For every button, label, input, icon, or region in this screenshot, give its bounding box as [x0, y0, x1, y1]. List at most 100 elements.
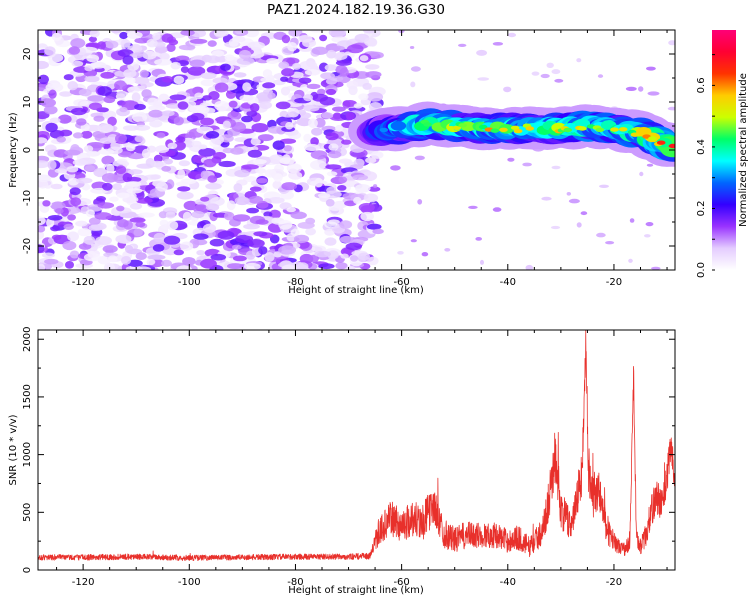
spectrogram-cell — [51, 234, 62, 240]
spectrogram-cell — [194, 92, 204, 100]
spectrogram-cell — [153, 102, 163, 108]
spectrogram-cell — [244, 30, 260, 38]
spectrogram-cell — [246, 207, 259, 214]
spectrogram-cell — [93, 115, 105, 122]
spectrogram-cell — [522, 162, 532, 167]
spectrogram-cell — [234, 30, 245, 35]
spectrogram-cell — [335, 60, 352, 66]
spectrogram-cell — [243, 223, 260, 230]
spectrogram-cell — [243, 262, 261, 270]
spectrogram-cell — [646, 66, 656, 71]
spectrogram-cell — [250, 103, 260, 113]
spectrogram-cell — [81, 130, 93, 139]
spectrogram-cell — [303, 133, 312, 143]
spectrogram-cell — [232, 214, 251, 222]
spectrogram-cell — [298, 77, 312, 84]
spectrogram-cell — [290, 228, 300, 236]
spectrogram-frame — [37, 29, 676, 271]
spectrogram-cell — [139, 69, 149, 78]
spectrogram-cell — [180, 241, 194, 251]
spectrogram-axes: -120 -100 -80 -60 -40 -20 20 10 0 -10 -20 — [22, 29, 675, 288]
spectrogram-cell — [177, 101, 189, 110]
spectrogram-cell — [335, 262, 348, 270]
spectrogram-cell — [156, 132, 166, 139]
spectrogram-cell — [90, 61, 107, 69]
spectrogram-cell — [133, 228, 143, 237]
spectrogram-cell — [325, 78, 338, 85]
spectrogram-cell — [98, 148, 115, 155]
spectrogram-cell — [153, 232, 166, 243]
spectrogram-cell — [112, 183, 122, 191]
spectrogram-cell — [149, 120, 163, 128]
spectrogram-cell — [44, 258, 59, 265]
spectrogram-cell — [255, 168, 267, 174]
spectrogram-cell — [63, 74, 74, 81]
spectrogram-cell — [478, 124, 488, 130]
spectrogram-cell — [210, 253, 227, 261]
spectrogram-cell — [302, 38, 317, 48]
spectrogram-cell — [67, 231, 79, 242]
spectrogram-cell — [458, 43, 467, 48]
spectrogram-cell — [410, 239, 417, 243]
spectrogram-cell — [191, 211, 205, 219]
spectrogram-cell — [318, 193, 331, 198]
x-tick-label: -80 — [287, 277, 303, 288]
spectrogram-cell — [180, 66, 189, 73]
spectrogram-cell — [175, 55, 190, 62]
spectrogram-cell — [96, 196, 106, 202]
spectrogram-cell — [84, 75, 100, 83]
spectrogram-cell — [476, 49, 488, 56]
spectrogram-cell — [327, 219, 340, 225]
spectrogram-cell — [338, 176, 348, 184]
spectrogram-cell — [115, 165, 127, 175]
spectrogram-cell — [117, 49, 134, 57]
spectrogram-cell — [88, 217, 101, 225]
spectrogram-cell — [256, 178, 268, 184]
spectrogram-cell — [167, 142, 178, 149]
spectrogram-cell — [200, 79, 215, 87]
colorbar-tick-label: 0.6 — [696, 77, 707, 93]
spectrogram-cell — [102, 245, 118, 253]
spectrogram-cell — [638, 86, 644, 92]
spectrogram-cell — [59, 91, 73, 97]
spectrogram-cell — [208, 91, 220, 100]
x-tick-label: -100 — [178, 577, 201, 588]
snr-y-axis-label: SNR (10 * v/v) — [8, 414, 19, 485]
spectrogram-cell — [177, 169, 186, 180]
spectrogram-cell — [189, 59, 205, 68]
spectrogram-cell — [329, 45, 345, 51]
spectrogram-cell — [86, 54, 100, 63]
spectrogram-cell — [107, 134, 119, 143]
spectrogram-cell — [605, 241, 615, 245]
spectrogram-cell — [366, 223, 382, 230]
spectrogram-cell — [150, 160, 164, 168]
spectrogram-cell — [108, 255, 118, 263]
spectrogram-cell — [49, 117, 61, 124]
spectrogram-cell — [148, 109, 163, 118]
spectrogram-cell — [370, 151, 384, 159]
spectrogram-cell — [326, 171, 338, 177]
spectrogram-cell — [325, 164, 342, 170]
spectrogram-cell — [87, 250, 96, 258]
spectrogram-cell — [120, 39, 131, 48]
spectrogram-cell — [100, 71, 115, 79]
spectrogram-cell — [109, 196, 119, 202]
spectrogram-cell — [57, 114, 72, 124]
spectrogram-cell — [310, 160, 327, 170]
spectrogram-cell — [365, 64, 380, 70]
spectrogram-cell — [656, 140, 666, 145]
spectrogram-cell — [176, 265, 193, 270]
spectrogram-cell — [327, 250, 339, 260]
spectrogram-cell — [339, 235, 354, 244]
spectrogram-cell — [596, 232, 606, 238]
spectrogram-cell — [507, 157, 515, 162]
spectrogram-cell — [184, 140, 194, 148]
x-tick-label: -40 — [500, 277, 516, 288]
spectrogram-cell — [667, 106, 675, 111]
spectrogram-cell — [305, 227, 316, 236]
spectrogram-cell — [209, 238, 225, 247]
spectrogram-cell — [102, 182, 113, 191]
spectrogram-cell — [332, 106, 346, 112]
spectrogram-cell — [342, 100, 357, 107]
